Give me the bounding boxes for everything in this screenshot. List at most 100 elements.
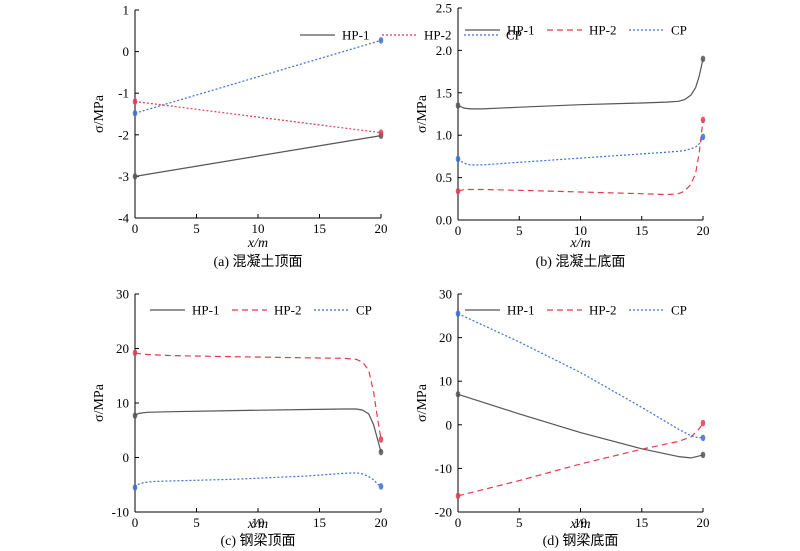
x-tick-label: 0 (455, 515, 462, 530)
y-tick-label: 30 (116, 287, 129, 302)
legend-label: HP-1 (507, 23, 534, 38)
series-line-hp-2 (134, 352, 382, 440)
x-tick-label: 20 (697, 223, 710, 238)
series-line-hp-1 (457, 393, 704, 459)
y-tick-label: 10 (439, 374, 452, 389)
x-tick-label: 5 (193, 221, 200, 236)
x-tick-label: 10 (574, 515, 587, 530)
y-tick-label: 2.5 (436, 1, 452, 16)
x-tick-label: 20 (375, 221, 388, 236)
x-tick-label: 15 (313, 515, 326, 530)
x-tick-label: 0 (132, 221, 139, 236)
y-tick-label: 20 (439, 330, 452, 345)
series-endpoint-marker (700, 419, 706, 427)
series-endpoint-marker (378, 37, 384, 44)
y-axis-label: σ/MPa (92, 383, 107, 422)
x-tick-label: 15 (635, 223, 648, 238)
panel-caption: (b) 混凝土底面 (536, 254, 626, 270)
y-tick-label: 20 (116, 341, 129, 356)
y-tick-label: 0.5 (436, 170, 452, 185)
series-endpoint-marker (700, 434, 706, 442)
series-endpoint-marker (132, 109, 138, 117)
x-tick-label: 20 (697, 515, 710, 530)
legend-label: CP (671, 23, 687, 38)
series-endpoint-marker (700, 451, 706, 459)
y-tick-label: -2 (118, 127, 129, 142)
x-tick-label: 5 (193, 515, 200, 530)
x-axis-label: x/m (569, 517, 590, 532)
y-axis-label: σ/MPa (415, 383, 430, 422)
series-line-hp-2 (457, 119, 704, 196)
series-line-hp-1 (457, 58, 704, 110)
series-endpoint-marker (132, 349, 138, 357)
legend-label: CP (671, 303, 687, 318)
series-endpoint-marker (132, 484, 138, 491)
series-endpoint-marker (700, 133, 706, 141)
y-tick-label: 30 (439, 287, 452, 302)
y-tick-label: 0 (446, 417, 453, 432)
y-tick-label: -20 (435, 505, 452, 520)
series-endpoint-marker (455, 187, 461, 195)
series-line-cp (457, 313, 704, 439)
x-tick-label: 15 (635, 515, 648, 530)
series-endpoint-marker (132, 412, 138, 419)
y-tick-label: -4 (118, 211, 129, 226)
y-tick-label: 0 (123, 450, 130, 465)
legend-label: HP-2 (589, 23, 616, 38)
series-endpoint-marker (455, 102, 461, 109)
legend-label: HP-1 (507, 303, 534, 318)
legend-label: CP (356, 303, 372, 318)
chart-panel-0: 0 5 10 15 20 -4 -3 -2 -1 0 1 x/m σ/MPa (a) 混凝土顶面 HP-1 H… (92, 3, 522, 271)
x-tick-label: 10 (252, 515, 265, 530)
legend-label: HP-2 (424, 28, 451, 43)
series-endpoint-marker (700, 55, 706, 63)
legend-label: HP-1 (342, 28, 369, 43)
y-tick-label: 0.0 (436, 213, 452, 228)
y-tick-label: 1.0 (436, 128, 452, 143)
series-line-cp (457, 136, 704, 166)
y-axis-label: σ/MPa (415, 94, 430, 133)
series-endpoint-marker (455, 155, 461, 163)
panel-caption: (a) 混凝土顶面 (213, 254, 302, 270)
x-axis-label: x/m (569, 236, 590, 251)
y-tick-label: -10 (112, 505, 129, 520)
y-axis-label: σ/MPa (92, 94, 107, 133)
y-tick-label: 10 (116, 396, 129, 411)
series-endpoint-marker (700, 116, 706, 124)
y-tick-label: 1.5 (436, 85, 452, 100)
legend-label: HP-1 (192, 303, 219, 318)
legend-label: CP (506, 28, 522, 43)
y-tick-label: 1 (123, 3, 130, 18)
x-tick-label: 20 (375, 515, 388, 530)
series-line-hp-1 (134, 135, 382, 177)
panel-caption: (c) 钢梁顶面 (220, 533, 295, 549)
series-endpoint-marker (378, 448, 384, 456)
y-tick-label: -10 (435, 461, 452, 476)
series-endpoint-marker (132, 98, 138, 105)
series-endpoint-marker (455, 390, 461, 398)
series-line-hp-2 (134, 100, 382, 134)
series-endpoint-marker (455, 310, 461, 317)
y-tick-label: -1 (118, 86, 129, 101)
series-line-cp (134, 39, 382, 114)
y-tick-label: -3 (118, 169, 129, 184)
panel-caption: (d) 钢梁底面 (543, 533, 619, 549)
series-endpoint-marker (455, 492, 461, 500)
x-tick-label: 0 (132, 515, 139, 530)
series-endpoint-marker (378, 483, 384, 490)
x-tick-label: 15 (313, 221, 326, 236)
x-axis-label: x/m (247, 236, 268, 251)
chart-panel-1: 0 5 10 15 20 0.0 0.5 1.0 1.5 2.0 2.5 x/m σ/MPa (b) 混凝… (415, 1, 710, 271)
x-axis-label: x/m (247, 517, 268, 532)
legend-label: HP-2 (589, 303, 616, 318)
series-endpoint-marker (378, 436, 384, 443)
x-tick-label: 5 (516, 515, 523, 530)
y-tick-label: 0 (123, 44, 130, 59)
series-line-hp-2 (457, 422, 704, 497)
y-tick-label: 2.0 (436, 43, 452, 58)
series-endpoint-marker (378, 129, 384, 137)
legend-label: HP-2 (274, 303, 301, 318)
series-endpoint-marker (132, 173, 138, 180)
